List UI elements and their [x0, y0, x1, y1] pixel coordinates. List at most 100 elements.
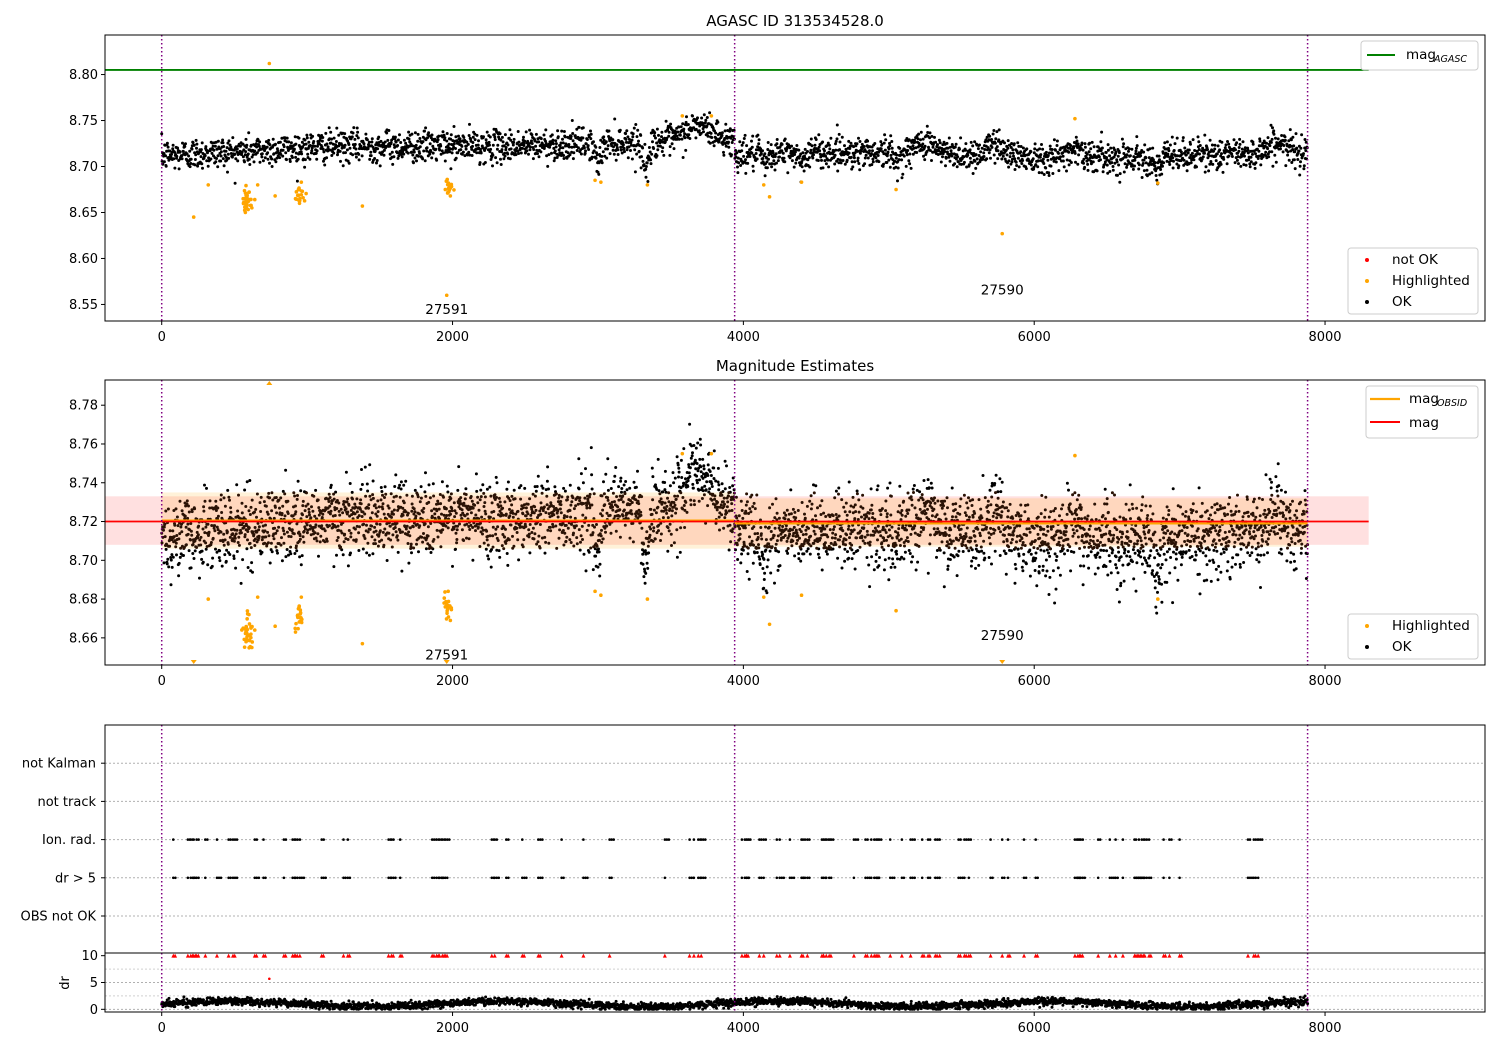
x-tick-label: 6000	[1018, 1021, 1051, 1036]
highlighted-point	[244, 206, 249, 211]
highlighted-point	[245, 612, 250, 616]
y-tick-label: 0	[90, 1003, 98, 1018]
dr-clipped-marker	[399, 953, 404, 958]
legend-not-ok: not OK	[1392, 252, 1439, 268]
legend-mag-agasc: mag AGASC	[1360, 40, 1479, 71]
dr-clipped-marker	[787, 953, 792, 958]
highlighted-points	[191, 61, 1160, 298]
dr-clipped-marker	[699, 953, 704, 958]
legend-ok: OK	[1392, 294, 1413, 310]
annotation-27590: 27590	[981, 283, 1024, 299]
category-label: dr > 5	[55, 871, 96, 886]
x-tick-label: 2000	[436, 330, 469, 345]
highlighted-point	[1156, 597, 1160, 601]
highlighted-point	[242, 645, 247, 649]
dr-clipped-marker	[958, 953, 963, 958]
dr-clipped-marker	[828, 953, 833, 958]
ok-points	[162, 422, 1309, 615]
highlighted-point	[799, 180, 804, 184]
y-tick-label: 8.66	[69, 631, 98, 646]
panel1-marks	[105, 35, 1369, 321]
legend-marker-not-ok	[1365, 258, 1369, 262]
highlighted-point	[252, 197, 257, 202]
dr-clipped-marker	[876, 953, 881, 958]
dr-clipped-marker	[865, 953, 870, 958]
highlighted-point	[299, 595, 304, 599]
dr-clipped-marker	[908, 953, 913, 958]
panel3-plot-area	[105, 725, 1485, 953]
dr-clipped-marker	[988, 953, 993, 958]
dr-clipped-marker	[927, 953, 932, 958]
highlighted-point	[296, 193, 301, 197]
highlighted-point	[767, 622, 772, 627]
highlighted-point	[296, 626, 300, 631]
highlighted-point	[709, 451, 714, 456]
dr-clipped-marker	[232, 953, 237, 958]
x-tick-label: 8000	[1308, 1021, 1341, 1036]
highlighted-point	[247, 645, 251, 650]
category-label: Ion. rad.	[42, 833, 96, 848]
dr-clipped-marker	[1000, 953, 1005, 958]
legend-label-subscript: AGASC	[1433, 54, 1467, 65]
dr-clipped-marker	[1022, 953, 1027, 958]
highlighted-point	[446, 599, 451, 604]
dr-clipped-marker	[1107, 953, 1112, 958]
highlighted-point	[252, 628, 257, 632]
highlighted-point	[894, 608, 898, 613]
highlighted-point	[449, 182, 454, 187]
dr-clipped-marker	[824, 953, 829, 958]
dr-clipped-marker	[1080, 953, 1085, 958]
highlighted-point	[645, 597, 650, 601]
panel1-plot-area	[105, 35, 1369, 321]
highlighted-point	[445, 177, 450, 182]
dr-clipped-marker	[522, 953, 527, 958]
out-of-range-marker	[443, 660, 450, 664]
highlighted-point	[299, 180, 304, 184]
x-tick-label: 6000	[1018, 330, 1051, 345]
highlighted-point	[245, 193, 249, 198]
highlighted-point	[709, 114, 714, 118]
dr-clipped-marker	[203, 953, 208, 958]
dr-clipped-marker	[739, 953, 744, 958]
highlighted-point	[297, 201, 302, 206]
highlighted-point	[297, 620, 302, 624]
y-tick-label: 8.76	[69, 437, 98, 452]
highlighted-point	[761, 595, 766, 599]
dr-clipped-marker	[341, 953, 346, 958]
dr-clipped-marker	[437, 953, 442, 958]
highlighted-point	[302, 199, 307, 203]
dr-clipped-marker	[921, 953, 926, 958]
highlighted-point	[273, 624, 277, 629]
category-label: not Kalman	[22, 757, 96, 772]
dr-clipped-marker	[964, 953, 969, 958]
highlighted-point	[680, 451, 685, 456]
y-tick-label: 8.70	[69, 160, 98, 175]
dr-panel: 0 2000 4000 6000 8000 0 5 10 dr	[58, 949, 1486, 1036]
highlighted-point	[444, 293, 449, 298]
x-tick-label: 0	[158, 674, 166, 689]
highlighted-point	[298, 198, 302, 203]
dr-clipped-marker	[1035, 953, 1040, 958]
dr-clipped-marker	[1096, 953, 1101, 958]
y-tick-label: 8.70	[69, 554, 98, 569]
legend-marker-ok	[1365, 645, 1369, 649]
highlighted-point	[249, 632, 253, 636]
legend-mag-lines: mag OBSID mag	[1365, 385, 1479, 439]
dr-clipped-marker	[1148, 953, 1153, 958]
highlighted-point	[445, 611, 449, 616]
dr-clipped-marker	[1245, 953, 1250, 958]
axes-frame	[104, 379, 1486, 666]
dr-clipped-marker	[662, 953, 667, 958]
highlighted-point	[247, 638, 252, 642]
highlighted-point	[245, 627, 250, 632]
legend-marker-highlighted	[1365, 624, 1369, 628]
highlighted-point	[249, 203, 253, 208]
dr-clipped-marker	[746, 953, 751, 958]
panel2-title: Magnitude Estimates	[716, 357, 874, 375]
dr-clipped-marker	[687, 953, 692, 958]
legend-points: Highlighted OK	[1347, 613, 1479, 660]
highlighted-point	[245, 609, 250, 613]
x-tick-label: 8000	[1308, 674, 1341, 689]
x-tick-label: 2000	[436, 1021, 469, 1036]
x-tick-label: 2000	[436, 674, 469, 689]
